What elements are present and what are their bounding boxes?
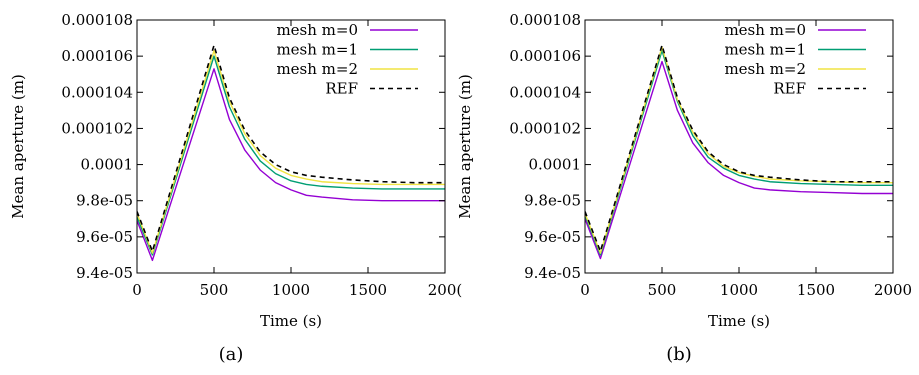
x-tick-label: 0: [580, 281, 590, 299]
y-tick-label: 9.8e-05: [524, 192, 581, 210]
x-tick-label: 1000: [720, 281, 758, 299]
panel-label: (b): [666, 344, 692, 365]
series-line-ref: [585, 44, 893, 253]
y-tick-label: 9.4e-05: [76, 264, 133, 282]
legend-label-mesh-m-2: mesh m=2: [724, 60, 806, 78]
series-line-mesh-m-1: [137, 55, 445, 256]
y-tick-label: 0.000108: [61, 11, 133, 29]
x-tick-label: 200(: [428, 281, 462, 299]
y-tick-label: 0.000106: [509, 47, 581, 65]
x-tick-label: 1500: [349, 281, 387, 299]
series-line-mesh-m-1: [585, 50, 893, 256]
legend-label-mesh-m-1: mesh m=1: [276, 41, 358, 59]
legend-label-mesh-m-2: mesh m=2: [276, 60, 358, 78]
x-axis-label: Time (s): [260, 312, 322, 330]
y-tick-label: 0.000104: [61, 83, 133, 101]
chart-panel-b: 9.4e-05 9.6e-05 9.8e-05 0.0001 0.000102 0.000…: [456, 11, 912, 365]
legend-label-ref: REF: [773, 80, 806, 98]
legend-label-mesh-m-1: mesh m=1: [724, 41, 806, 59]
series-line-ref: [137, 44, 445, 253]
x-axis-label: Time (s): [708, 312, 770, 330]
x-tick-label: 2000: [874, 281, 912, 299]
y-tick-label: 0.0001: [529, 156, 582, 174]
chart-panel-a: 9.4e-05 9.6e-05 9.8e-05 0.0001 0.000102 0.000…: [9, 11, 462, 365]
y-tick-label: 9.4e-05: [524, 264, 581, 282]
y-tick-label: 9.8e-05: [76, 192, 133, 210]
legend-label-ref: REF: [325, 80, 358, 98]
x-tick-label: 0: [132, 281, 142, 299]
series-line-mesh-m-0: [137, 68, 445, 262]
y-axis-label: Mean aperture (m): [9, 74, 27, 219]
x-tick-label: 500: [200, 281, 229, 299]
y-tick-label: 0.000102: [61, 119, 133, 137]
y-tick-label: 0.000102: [509, 119, 581, 137]
x-tick-label: 1000: [272, 281, 310, 299]
x-tick-label: 500: [648, 281, 677, 299]
y-tick-label: 9.6e-05: [76, 228, 133, 246]
y-axis-label: Mean aperture (m): [456, 74, 474, 219]
legend-label-mesh-m-0: mesh m=0: [724, 21, 806, 39]
series-line-mesh-m-2: [137, 50, 445, 254]
y-tick-label: 0.000106: [61, 47, 133, 65]
panel-label: (a): [219, 344, 244, 365]
x-tick-label: 1500: [797, 281, 835, 299]
y-tick-label: 9.6e-05: [524, 228, 581, 246]
y-tick-label: 0.000108: [509, 11, 581, 29]
y-tick-label: 0.0001: [81, 156, 134, 174]
series-line-mesh-m-0: [585, 60, 893, 260]
y-tick-label: 0.000104: [509, 83, 581, 101]
legend-label-mesh-m-0: mesh m=0: [276, 21, 358, 39]
